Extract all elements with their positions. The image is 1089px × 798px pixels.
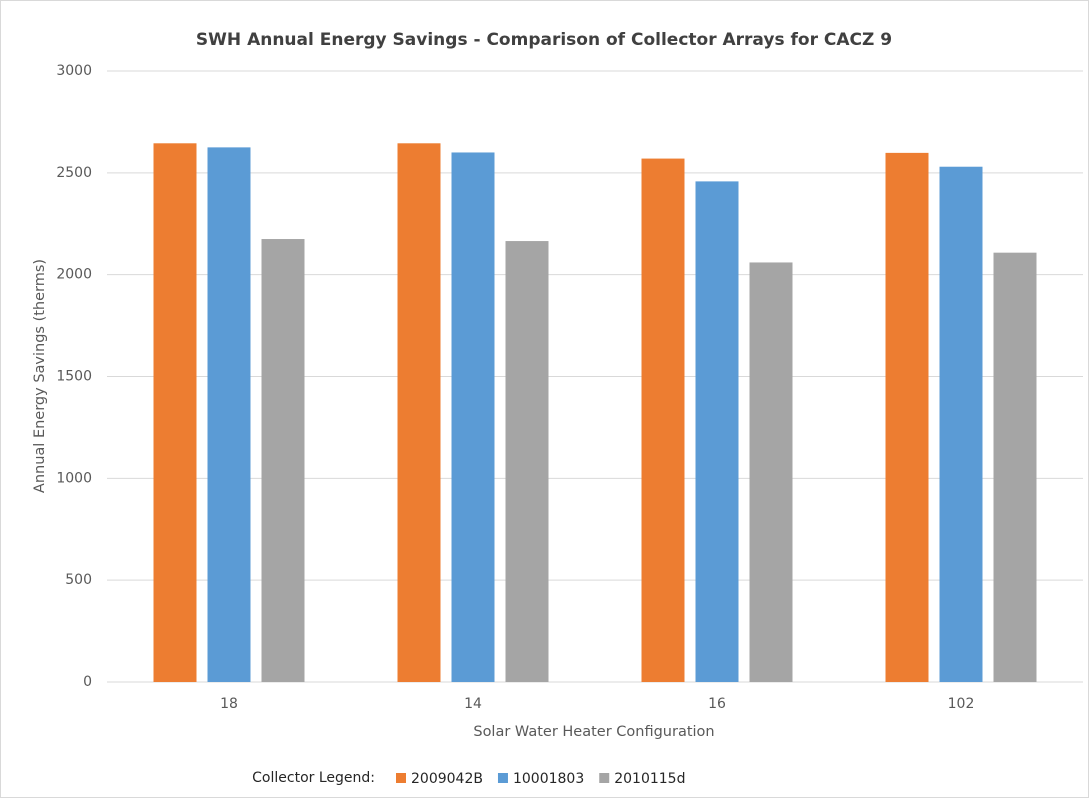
y-tick-label: 2500 [56,165,92,181]
legend-title: Collector Legend: [252,770,375,786]
bar [641,158,685,682]
bar [695,181,739,682]
y-tick-label: 500 [65,572,92,588]
y-tick-label: 1500 [56,369,92,385]
bar [261,239,305,682]
bar [993,252,1037,683]
legend-swatch [396,773,406,783]
legend-label: 2009042B [411,771,483,787]
legend-swatch [497,773,508,783]
bar [451,152,495,682]
bar [207,147,251,682]
legend-swatch [599,773,610,783]
bar [397,143,441,683]
bar [505,241,549,683]
x-tick-label: 102 [948,696,975,712]
y-tick-label: 2000 [56,267,92,283]
legend-label: 2010115d [614,771,685,787]
x-tick-label: 14 [464,696,482,712]
bar [749,262,793,682]
y-axis-title: Annual Energy Savings (therms) [32,259,48,493]
x-tick-label: 18 [220,696,238,712]
chart-title: SWH Annual Energy Savings - Comparison o… [196,30,892,50]
bar [153,143,197,683]
legend-label: 10001803 [513,771,584,787]
x-tick-label: 16 [708,696,726,712]
y-tick-label: 0 [83,674,92,690]
bar [939,166,983,682]
x-axis-title: Solar Water Heater Configuration [473,724,714,740]
y-tick-label: 1000 [56,470,92,486]
bar [885,152,929,682]
y-tick-label: 3000 [56,63,92,79]
